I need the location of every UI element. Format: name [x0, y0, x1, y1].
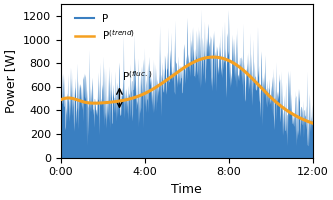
Y-axis label: Power [W]: Power [W] [4, 49, 17, 113]
Text: P$^{(fluc.)}$: P$^{(fluc.)}$ [122, 69, 152, 83]
Legend: P, P$^{(trend)}$: P, P$^{(trend)}$ [71, 9, 139, 46]
X-axis label: Time: Time [171, 183, 202, 196]
